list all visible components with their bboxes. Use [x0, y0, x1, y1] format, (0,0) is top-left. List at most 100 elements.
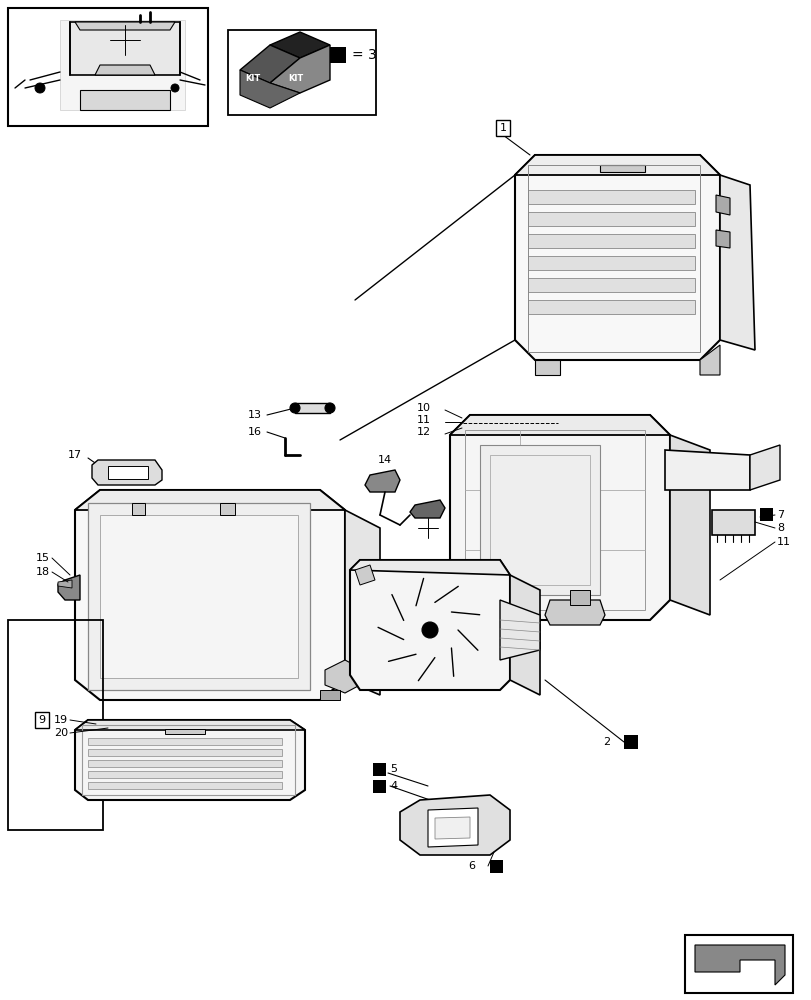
Polygon shape — [88, 782, 281, 789]
Polygon shape — [75, 720, 305, 800]
Text: KIT: KIT — [288, 74, 303, 83]
Polygon shape — [165, 729, 204, 734]
Polygon shape — [711, 510, 754, 535]
Bar — [8, 620, 103, 830]
Polygon shape — [270, 45, 329, 93]
Polygon shape — [500, 600, 539, 660]
Polygon shape — [599, 165, 644, 172]
Polygon shape — [345, 510, 380, 695]
Text: 14: 14 — [378, 455, 392, 465]
Bar — [8, 8, 208, 126]
Polygon shape — [75, 490, 345, 510]
Polygon shape — [108, 466, 148, 479]
Text: 20: 20 — [54, 728, 68, 738]
Polygon shape — [699, 345, 719, 375]
Polygon shape — [715, 230, 729, 248]
Bar — [329, 47, 345, 63]
Bar — [372, 780, 385, 793]
Polygon shape — [527, 278, 694, 292]
Polygon shape — [350, 560, 509, 690]
Polygon shape — [514, 155, 719, 360]
Bar — [684, 935, 792, 993]
Bar — [372, 763, 385, 776]
Text: 18: 18 — [36, 567, 50, 577]
Polygon shape — [294, 403, 329, 413]
Polygon shape — [365, 470, 400, 492]
Polygon shape — [449, 415, 669, 620]
Text: 4: 4 — [389, 781, 397, 791]
Polygon shape — [324, 660, 359, 693]
Polygon shape — [95, 65, 155, 75]
Polygon shape — [350, 560, 509, 575]
Polygon shape — [664, 450, 749, 490]
Circle shape — [290, 403, 299, 413]
Polygon shape — [400, 795, 509, 855]
Polygon shape — [410, 500, 444, 518]
Polygon shape — [715, 195, 729, 215]
Polygon shape — [70, 22, 180, 75]
Polygon shape — [240, 70, 299, 108]
Polygon shape — [669, 435, 709, 615]
Bar — [623, 735, 637, 749]
Polygon shape — [88, 771, 281, 778]
Polygon shape — [220, 503, 234, 515]
Polygon shape — [514, 155, 719, 175]
Text: 15: 15 — [36, 553, 50, 563]
Polygon shape — [75, 22, 175, 30]
Circle shape — [171, 84, 178, 92]
Polygon shape — [75, 720, 305, 730]
Polygon shape — [449, 415, 669, 435]
Polygon shape — [719, 175, 754, 350]
Text: 5: 5 — [389, 764, 397, 774]
Polygon shape — [88, 749, 281, 756]
Polygon shape — [58, 580, 72, 588]
Polygon shape — [544, 600, 604, 625]
Text: 17: 17 — [68, 450, 82, 460]
Polygon shape — [527, 234, 694, 248]
Text: 8: 8 — [776, 523, 783, 533]
Bar — [228, 30, 375, 115]
Text: 12: 12 — [417, 427, 431, 437]
Polygon shape — [749, 445, 779, 490]
Polygon shape — [320, 690, 340, 700]
Text: 11: 11 — [417, 415, 431, 425]
Polygon shape — [88, 503, 310, 690]
Polygon shape — [435, 817, 470, 839]
Circle shape — [324, 403, 335, 413]
Bar — [759, 508, 772, 521]
Text: = 3: = 3 — [351, 48, 376, 62]
Polygon shape — [270, 32, 329, 58]
Text: KIT: KIT — [245, 74, 260, 83]
Text: 10: 10 — [417, 403, 431, 413]
Text: 11: 11 — [776, 537, 790, 547]
Polygon shape — [88, 760, 281, 767]
Circle shape — [422, 622, 437, 638]
Text: 1: 1 — [499, 123, 506, 133]
Text: 2: 2 — [602, 737, 609, 747]
Polygon shape — [80, 90, 169, 110]
Polygon shape — [569, 590, 590, 605]
Text: 13: 13 — [247, 410, 262, 420]
Bar — [489, 860, 502, 873]
Text: 6: 6 — [467, 861, 474, 871]
Polygon shape — [240, 45, 299, 83]
Polygon shape — [694, 945, 784, 985]
Polygon shape — [509, 575, 539, 695]
Polygon shape — [527, 256, 694, 270]
Text: 7: 7 — [776, 510, 783, 520]
Polygon shape — [75, 490, 345, 700]
Polygon shape — [92, 460, 162, 485]
Polygon shape — [354, 565, 375, 585]
Circle shape — [35, 83, 45, 93]
Polygon shape — [534, 360, 560, 375]
Polygon shape — [527, 212, 694, 226]
Text: 16: 16 — [247, 427, 262, 437]
Polygon shape — [60, 20, 185, 110]
Polygon shape — [427, 808, 478, 847]
Polygon shape — [527, 300, 694, 314]
Text: 19: 19 — [54, 715, 68, 725]
Polygon shape — [58, 575, 80, 600]
Polygon shape — [88, 738, 281, 745]
Polygon shape — [100, 515, 298, 678]
Text: 9: 9 — [38, 715, 45, 725]
